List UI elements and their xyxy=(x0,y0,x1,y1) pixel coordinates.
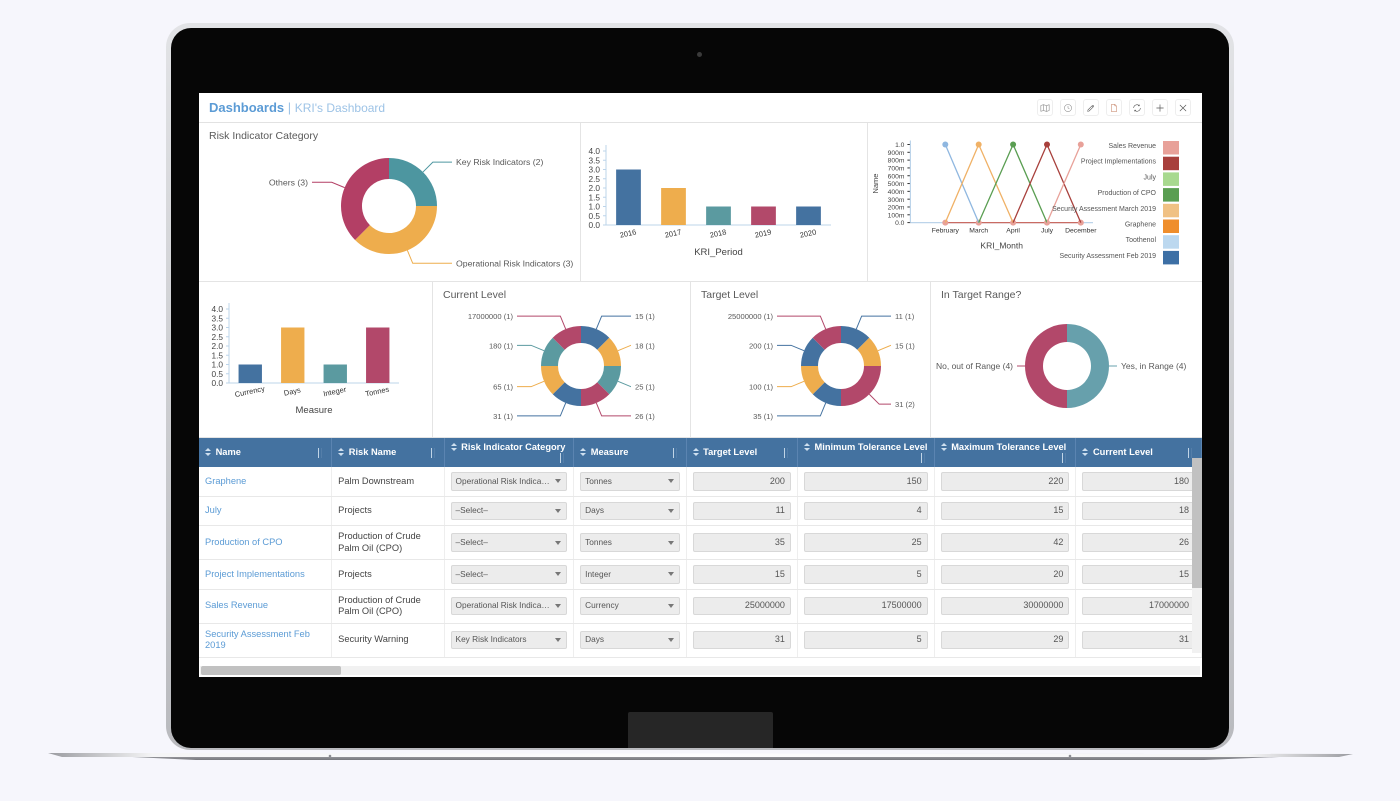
svg-text:0.0: 0.0 xyxy=(588,220,600,230)
svg-text:300m: 300m xyxy=(888,197,905,204)
svg-text:100 (1): 100 (1) xyxy=(749,383,774,392)
svg-text:KRI_Month: KRI_Month xyxy=(980,241,1023,251)
svg-text:3.0: 3.0 xyxy=(588,165,600,175)
svg-text:Graphene: Graphene xyxy=(1125,222,1156,229)
svg-text:700m: 700m xyxy=(888,166,905,173)
svg-text:18 (1): 18 (1) xyxy=(635,341,655,350)
svg-text:600m: 600m xyxy=(888,173,905,180)
svg-text:Others (3): Others (3) xyxy=(269,177,308,187)
svg-text:31 (2): 31 (2) xyxy=(895,400,915,409)
svg-text:11 (1): 11 (1) xyxy=(895,312,915,321)
svg-text:2.5: 2.5 xyxy=(588,174,600,184)
svg-text:2019: 2019 xyxy=(754,227,772,239)
svg-text:3.5: 3.5 xyxy=(211,313,223,323)
svg-text:3.0: 3.0 xyxy=(211,323,223,333)
svg-text:800m: 800m xyxy=(888,158,905,165)
svg-text:February: February xyxy=(932,228,960,235)
svg-text:900m: 900m xyxy=(888,150,905,157)
svg-text:December: December xyxy=(1065,228,1097,235)
svg-text:Security Assessment Feb 2019: Security Assessment Feb 2019 xyxy=(1060,253,1157,260)
svg-text:March: March xyxy=(969,228,988,235)
svg-text:1.0: 1.0 xyxy=(895,142,905,149)
svg-text:3.5: 3.5 xyxy=(588,155,600,165)
svg-text:No, out of Range (4): No, out of Range (4) xyxy=(936,361,1013,371)
svg-text:0.0: 0.0 xyxy=(895,220,905,227)
svg-text:Key Risk Indicators (2): Key Risk Indicators (2) xyxy=(456,157,543,167)
svg-text:KRI_Period: KRI_Period xyxy=(694,247,743,258)
svg-text:1.5: 1.5 xyxy=(588,192,600,202)
svg-text:100m: 100m xyxy=(888,212,905,219)
svg-text:25 (1): 25 (1) xyxy=(635,383,655,392)
svg-text:1.0: 1.0 xyxy=(588,202,600,212)
svg-text:17000000 (1): 17000000 (1) xyxy=(468,312,514,321)
svg-text:1.0: 1.0 xyxy=(211,360,223,370)
svg-text:2018: 2018 xyxy=(709,227,727,239)
svg-text:65 (1): 65 (1) xyxy=(493,383,513,392)
svg-text:Tonnes: Tonnes xyxy=(364,385,390,399)
svg-text:15 (1): 15 (1) xyxy=(635,312,655,321)
svg-text:4.0: 4.0 xyxy=(588,146,600,156)
svg-text:Toothenol: Toothenol xyxy=(1126,237,1157,244)
svg-text:2016: 2016 xyxy=(619,227,637,239)
svg-text:Operational Risk Indicators (3: Operational Risk Indicators (3) xyxy=(456,258,573,268)
svg-text:Integer: Integer xyxy=(322,385,347,399)
svg-text:July: July xyxy=(1041,228,1054,235)
svg-text:31 (1): 31 (1) xyxy=(493,412,513,421)
svg-text:Sales Revenue: Sales Revenue xyxy=(1109,143,1157,150)
svg-text:Yes, in Range (4): Yes, in Range (4) xyxy=(1121,361,1187,371)
svg-text:26 (1): 26 (1) xyxy=(635,412,655,421)
svg-text:0.0: 0.0 xyxy=(211,378,223,388)
svg-text:Measure: Measure xyxy=(296,405,333,416)
svg-text:2.5: 2.5 xyxy=(211,332,223,342)
svg-text:April: April xyxy=(1006,228,1020,235)
svg-text:500m: 500m xyxy=(888,181,905,188)
svg-text:400m: 400m xyxy=(888,189,905,196)
svg-text:Production of CPO: Production of CPO xyxy=(1098,190,1157,197)
svg-text:180 (1): 180 (1) xyxy=(489,341,514,350)
svg-text:2.0: 2.0 xyxy=(588,183,600,193)
svg-text:Name: Name xyxy=(871,174,880,194)
svg-text:July: July xyxy=(1144,174,1157,181)
svg-text:1.5: 1.5 xyxy=(211,350,223,360)
svg-text:Security Assessment March 2019: Security Assessment March 2019 xyxy=(1052,206,1156,213)
svg-text:2020: 2020 xyxy=(799,227,817,239)
svg-text:25000000 (1): 25000000 (1) xyxy=(728,312,774,321)
svg-text:Currency: Currency xyxy=(234,384,266,399)
svg-text:0.5: 0.5 xyxy=(588,211,600,221)
svg-text:200 (1): 200 (1) xyxy=(749,341,774,350)
svg-text:2.0: 2.0 xyxy=(211,341,223,351)
svg-text:Days: Days xyxy=(283,385,302,397)
svg-text:15 (1): 15 (1) xyxy=(895,341,915,350)
svg-text:0.5: 0.5 xyxy=(211,369,223,379)
svg-text:2017: 2017 xyxy=(664,227,682,239)
svg-text:35 (1): 35 (1) xyxy=(753,412,773,421)
svg-text:Project Implementations: Project Implementations xyxy=(1081,159,1157,166)
svg-text:4.0: 4.0 xyxy=(211,304,223,314)
svg-text:200m: 200m xyxy=(888,205,905,212)
